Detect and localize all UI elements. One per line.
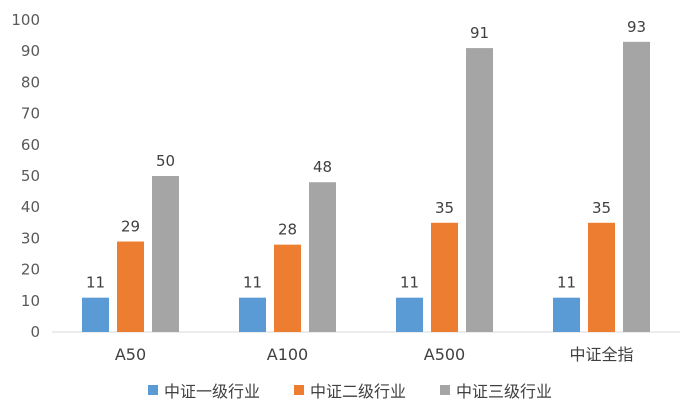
data-label: 48	[313, 158, 332, 176]
y-tick-label: 20	[21, 261, 40, 279]
y-tick-label: 60	[21, 136, 40, 154]
bar	[239, 297, 266, 332]
data-label: 11	[400, 274, 419, 292]
y-tick-label: 50	[21, 167, 40, 185]
bar	[396, 297, 423, 332]
data-label: 11	[86, 274, 105, 292]
data-label: 35	[592, 199, 611, 217]
bar	[274, 244, 301, 332]
data-label: 29	[121, 218, 140, 236]
legend: 中证一级行业 中证二级行业 中证三级行业	[0, 378, 700, 402]
x-category-label: 中证全指	[569, 345, 633, 364]
legend-swatch-2	[293, 385, 304, 395]
legend-label-3: 中证三级行业	[456, 382, 553, 401]
legend-item-series-3: 中证三级行业	[440, 378, 552, 402]
data-label: 35	[435, 199, 454, 217]
bar	[466, 48, 493, 333]
bar	[588, 222, 615, 332]
bar	[152, 176, 179, 332]
x-category-label: A100	[267, 345, 308, 364]
bar	[623, 41, 650, 333]
data-labels: 11 29 50 11 28 48 11 35 91 11 35 93	[86, 18, 646, 292]
legend-label-1: 中证一级行业	[163, 382, 260, 401]
y-tick-label: 40	[21, 198, 40, 216]
x-category-label: A500	[424, 345, 465, 364]
bar	[117, 241, 144, 332]
bar	[82, 297, 109, 332]
y-tick-label: 70	[21, 105, 40, 123]
legend-item-series-2: 中证二级行业	[293, 378, 406, 402]
y-tick-label: 80	[21, 73, 40, 91]
bar	[553, 297, 580, 332]
y-tick-label: 100	[11, 11, 40, 29]
bars	[82, 41, 650, 333]
y-tick-label: 30	[21, 229, 40, 247]
bar	[309, 182, 336, 332]
legend-item-series-1: 中证一级行业	[147, 378, 260, 402]
y-tick-label: 10	[21, 292, 40, 310]
x-category-label: A50	[115, 345, 146, 364]
y-tick-label: 90	[21, 42, 40, 60]
legend-swatch-3	[440, 385, 450, 395]
category-labels: A50 A100 A500 中证全指	[115, 345, 634, 364]
data-label: 93	[627, 18, 646, 36]
data-label: 28	[278, 221, 297, 239]
data-label: 91	[470, 24, 489, 42]
data-label: 11	[557, 274, 576, 292]
bar	[431, 222, 458, 332]
legend-swatch-1	[147, 385, 158, 395]
data-label: 11	[243, 274, 262, 292]
y-tick-label: 0	[30, 323, 40, 341]
y-axis-ticks: 0 10 20 30 40 50 60 70 80 90 100	[11, 11, 40, 341]
data-label: 50	[156, 152, 175, 170]
legend-label-2: 中证二级行业	[309, 382, 406, 401]
